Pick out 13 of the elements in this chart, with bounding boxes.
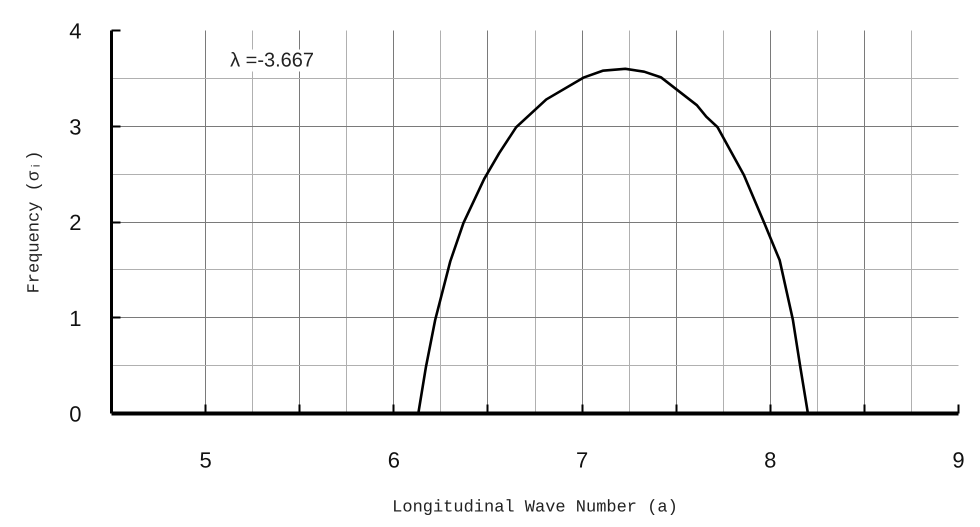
y-tick-label: 1 [69,306,82,331]
y-tick-label: 3 [69,114,82,140]
y-tick-label: 2 [69,210,82,235]
x-axis-title: Longitudinal Wave Number (a) [392,498,678,518]
x-tick-label: 8 [764,448,776,472]
y-tick-label: 4 [69,18,82,44]
y-axis-title: Frequency (σᵢ) [25,150,44,294]
x-tick-label: 9 [952,448,965,472]
y-tick-label: 0 [69,402,82,426]
x-tick-label: 6 [388,448,400,472]
annotation: λ =-3.667 [230,49,314,72]
x-tick-label: 7 [576,448,588,472]
x-tick-label: 5 [199,448,212,472]
